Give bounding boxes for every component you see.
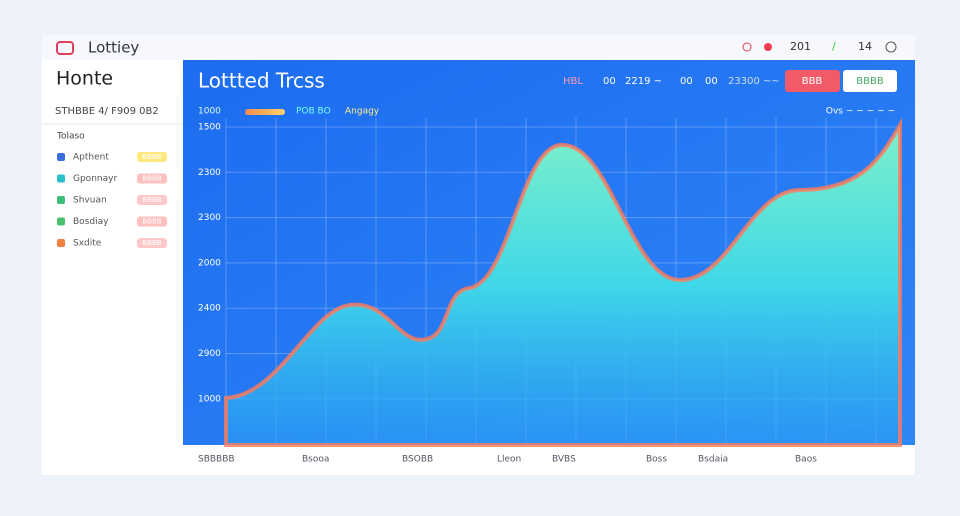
x-label: SBBBBB xyxy=(198,455,235,465)
item-name: Sxdite xyxy=(73,239,102,249)
badge xyxy=(137,152,167,162)
badge xyxy=(137,238,167,248)
icon[interactable]: / xyxy=(832,40,836,53)
badge xyxy=(137,173,167,184)
sidebar-title: Honte xyxy=(56,68,113,90)
item-name: Apthent xyxy=(73,153,109,163)
item-name: Shvuan xyxy=(73,196,107,206)
x-label: Boss xyxy=(646,455,667,465)
badge xyxy=(137,216,167,227)
button[interactable] xyxy=(843,70,897,92)
y-label: 2900 xyxy=(198,349,221,359)
item-name: Gponnayr xyxy=(73,174,117,184)
y-label: 2000 xyxy=(198,258,221,268)
y-label: 2400 xyxy=(198,304,221,314)
item-icon xyxy=(57,174,65,183)
item-name: Bosdiay xyxy=(73,217,109,227)
legend-swatch xyxy=(245,109,285,115)
icon[interactable] xyxy=(764,43,772,51)
button[interactable] xyxy=(785,70,840,92)
badge-label: BBBB xyxy=(142,218,161,226)
control[interactable]: HBL xyxy=(563,76,583,87)
sidebar-subtitle: STHBBE 4/ F909 0B2 xyxy=(55,106,159,117)
badge-label: BBBB xyxy=(142,239,161,247)
panel-title: Lottted Trcss xyxy=(198,69,325,93)
x-label: Baos xyxy=(795,455,817,465)
button-label: BBB xyxy=(802,76,823,87)
item-icon xyxy=(57,217,65,226)
control[interactable]: 23300 ~~ xyxy=(728,76,780,87)
item-icon xyxy=(57,153,65,161)
x-label: BSOBB xyxy=(402,455,433,465)
logo: Lottiey xyxy=(88,39,139,57)
x-label: BVBS xyxy=(552,455,576,465)
button-label: BBBB xyxy=(856,76,884,87)
icon[interactable] xyxy=(885,41,897,53)
y-label: 2300 xyxy=(198,168,221,178)
item-icon xyxy=(57,196,65,204)
control[interactable]: 2219 ~ xyxy=(625,76,662,87)
legend-item: POB BO xyxy=(296,107,331,117)
x-label: Lleon xyxy=(497,455,521,465)
icon[interactable] xyxy=(742,42,752,52)
badge-label: BBBB xyxy=(142,153,161,161)
logo-icon xyxy=(56,41,74,55)
section: Tolaso xyxy=(56,132,85,142)
control[interactable]: 00 xyxy=(705,76,718,87)
status: 201 xyxy=(790,40,811,53)
x-label: Bsooa xyxy=(302,455,329,465)
legend-item: 1000 xyxy=(198,107,221,117)
item-icon xyxy=(57,239,65,247)
control[interactable]: 00 xyxy=(603,76,616,87)
legend-right: Ovs ~ ~ ~ ~ ~ xyxy=(826,107,895,117)
x-label: Bsdaia xyxy=(698,455,728,465)
header xyxy=(42,35,915,60)
badge xyxy=(137,195,167,205)
area xyxy=(224,117,902,447)
y-label: 1000 xyxy=(198,394,221,404)
badge-label: BBBB xyxy=(142,175,161,183)
legend-item: Angagy xyxy=(345,107,380,117)
y-label: 2300 xyxy=(198,213,221,223)
badge-label: BBBB xyxy=(142,196,161,204)
control[interactable]: 00 xyxy=(680,76,693,87)
y-label: 1500 xyxy=(198,123,221,133)
status: 14 xyxy=(858,40,872,53)
